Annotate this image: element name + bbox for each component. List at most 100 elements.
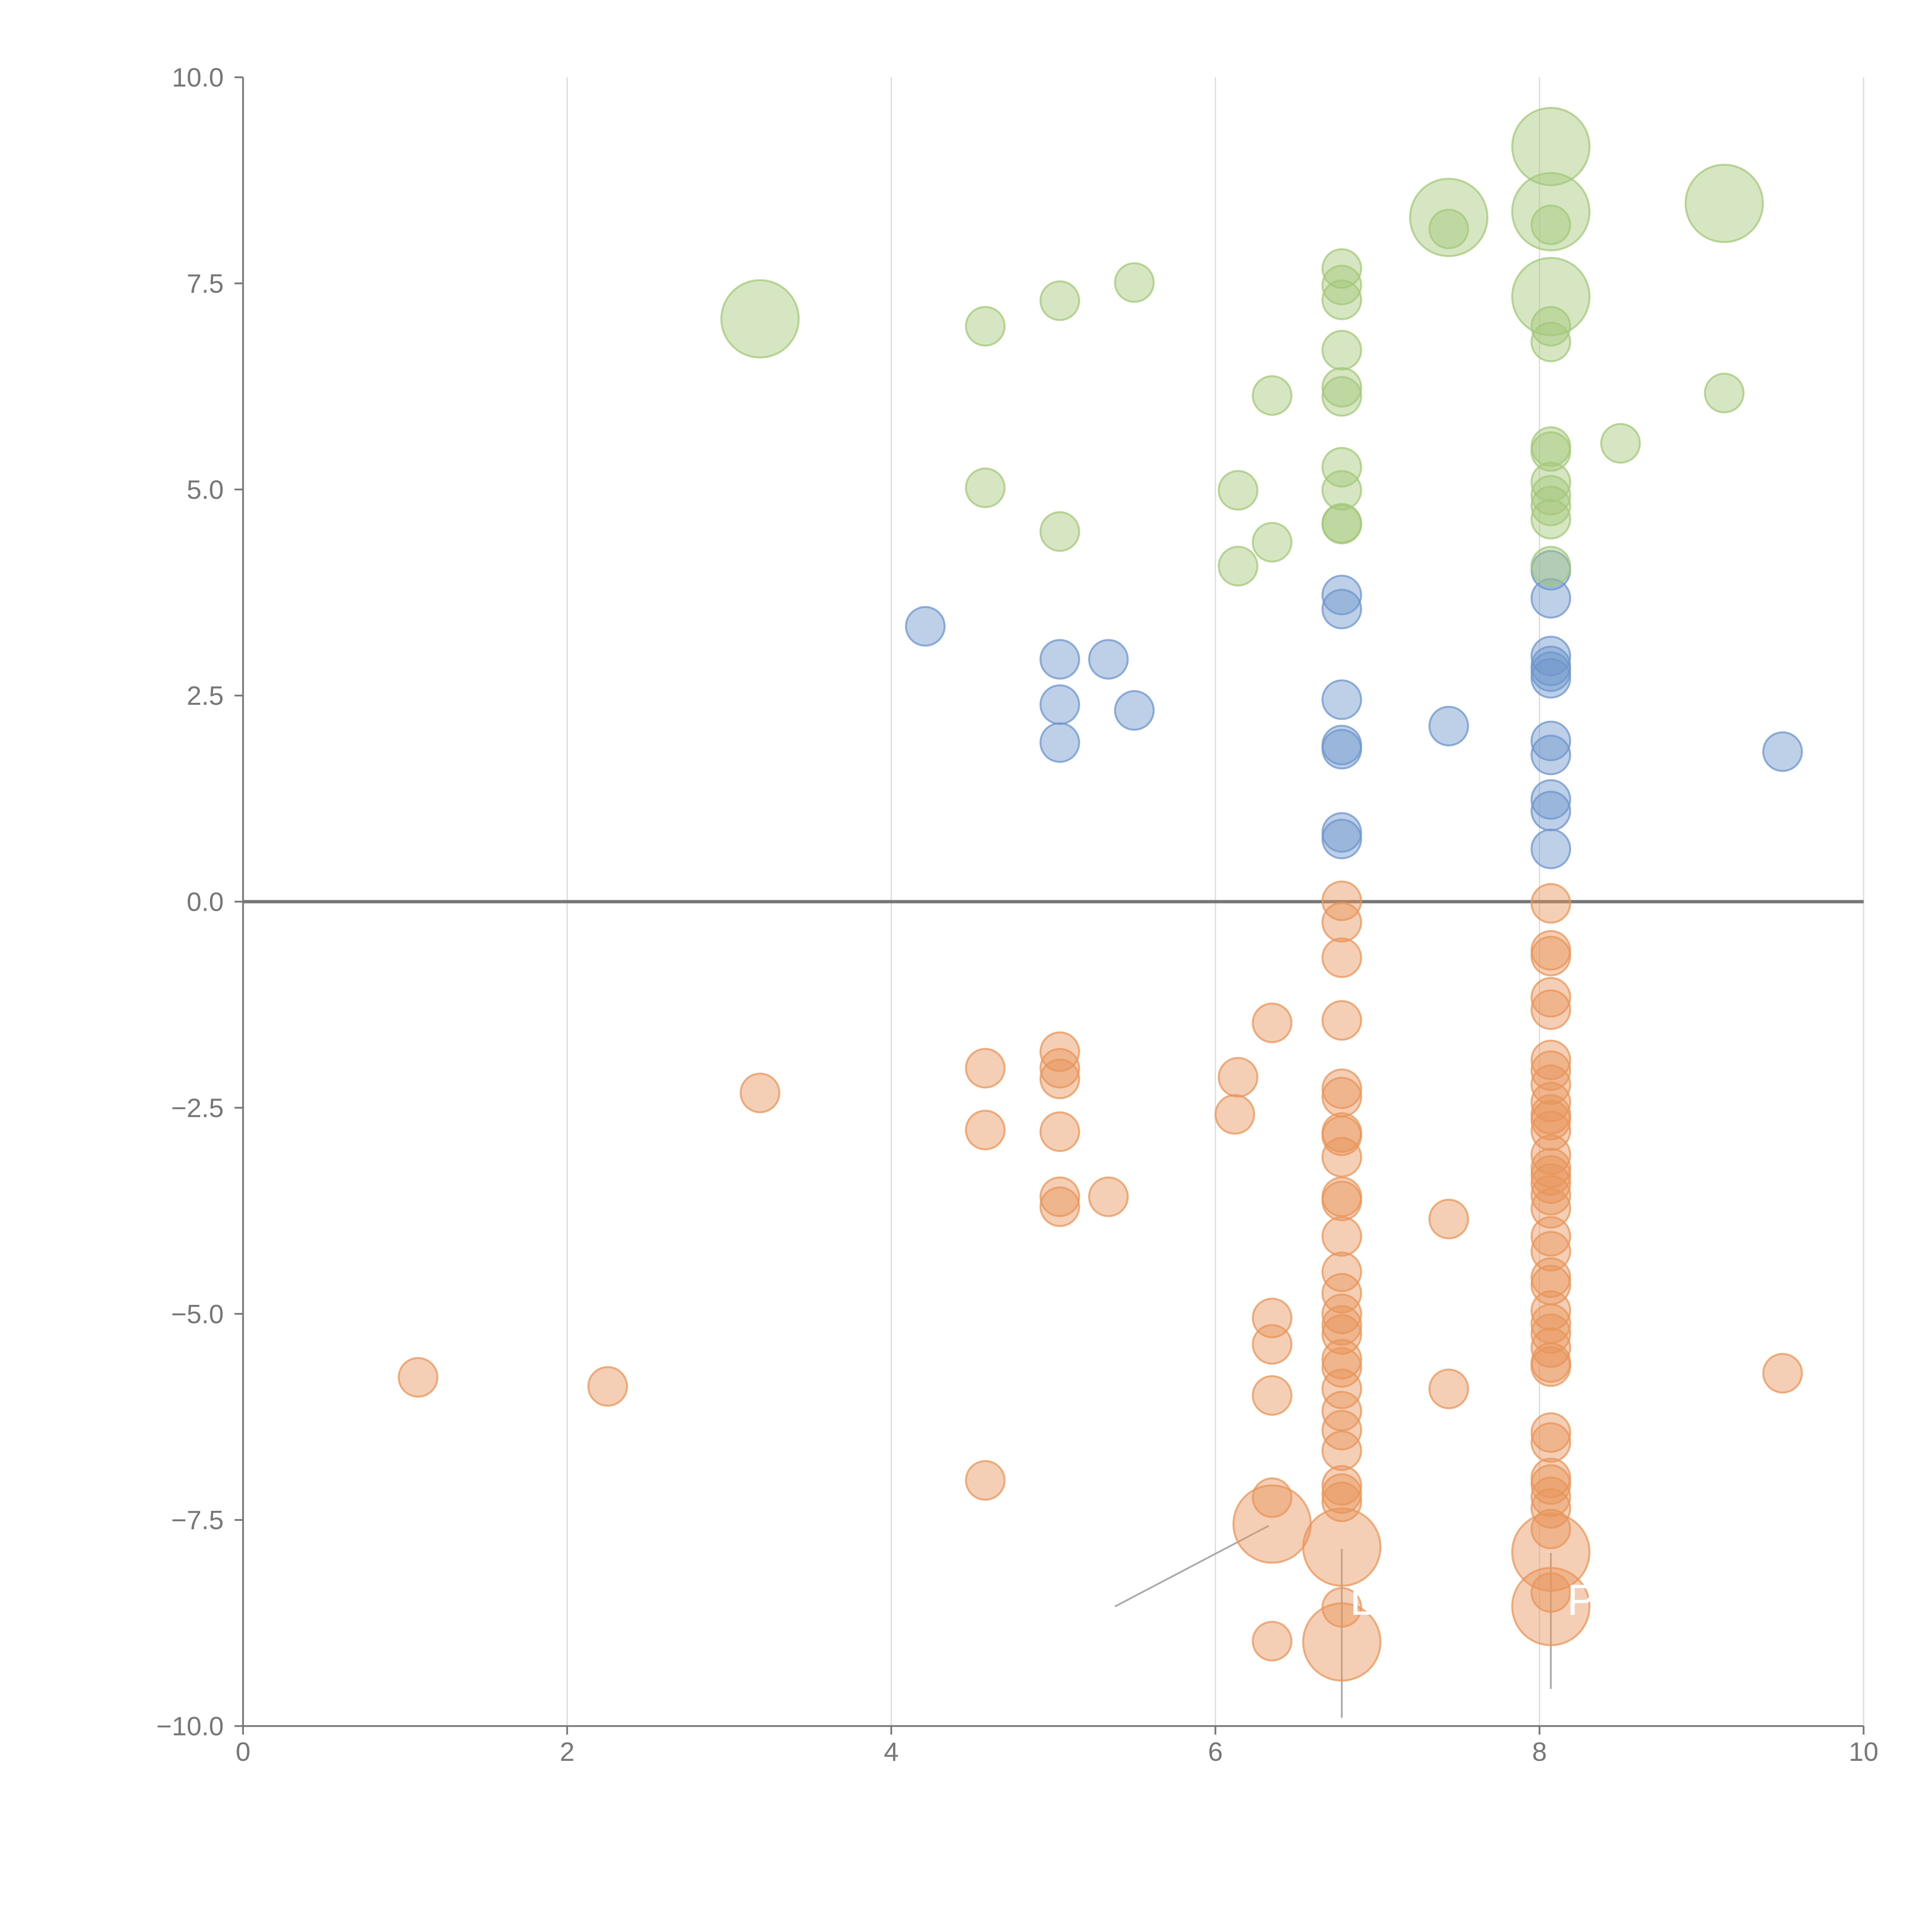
data-point [1218, 1057, 1259, 1098]
data-point [1321, 1115, 1362, 1156]
data-point [1531, 735, 1571, 776]
data-point [1531, 204, 1571, 245]
data-point [1684, 163, 1764, 243]
data-point [1511, 1512, 1591, 1592]
data-point [1252, 375, 1293, 416]
data-point [1039, 1176, 1080, 1217]
y-tick-label: 10.0 [172, 63, 224, 92]
leader-line [1114, 1525, 1269, 1607]
data-point [1531, 977, 1571, 1018]
data-point [1428, 1199, 1469, 1240]
data-point [1531, 1082, 1571, 1122]
data-point [1531, 658, 1571, 699]
y-tick-label: −2.5 [171, 1093, 224, 1123]
data-point [965, 306, 1006, 347]
data-point [1531, 1290, 1571, 1331]
data-point [1321, 1305, 1362, 1346]
data-point [1321, 1180, 1362, 1221]
data-point [1039, 1058, 1080, 1099]
data-point [1252, 1621, 1293, 1662]
data-point [1039, 1186, 1080, 1227]
annotation-leaders [1114, 1525, 1552, 1718]
bubble-points [398, 107, 1803, 1682]
data-point [1321, 1430, 1362, 1471]
data-point [1531, 499, 1571, 540]
data-point [1321, 248, 1362, 289]
data-point [1218, 470, 1259, 511]
data-point [1409, 178, 1488, 257]
x-tick-label: 4 [884, 1737, 898, 1767]
data-point [1531, 779, 1571, 820]
data-point [1039, 722, 1080, 763]
data-point [1321, 279, 1362, 320]
x-tick-label: 2 [560, 1737, 575, 1767]
x-tick-label: 8 [1532, 1737, 1547, 1767]
data-point [1531, 462, 1571, 503]
data-point [1321, 1465, 1362, 1506]
data-point [1321, 1339, 1362, 1380]
data-point [965, 1048, 1006, 1088]
x-tick-label: 0 [236, 1737, 250, 1767]
data-point [1321, 1077, 1362, 1117]
y-tick-label: −5.0 [171, 1299, 224, 1329]
data-point [1039, 639, 1080, 680]
data-point [1704, 372, 1745, 413]
data-point [1428, 1368, 1469, 1409]
data-point [398, 1357, 439, 1398]
data-point [1428, 209, 1469, 250]
data-point [1531, 1134, 1571, 1175]
data-point [1302, 1507, 1382, 1587]
data-point [1039, 280, 1080, 321]
y-tick-label: 2.5 [187, 681, 224, 711]
data-point [1321, 503, 1362, 544]
series-blue [905, 550, 1803, 869]
data-point [1511, 1567, 1591, 1646]
data-point [1252, 1002, 1293, 1043]
data-point [1321, 1068, 1362, 1109]
data-point [1321, 1481, 1362, 1522]
data-point [1531, 1050, 1571, 1091]
data-point [740, 1072, 781, 1113]
data-point [1321, 376, 1362, 417]
data-point [1321, 902, 1362, 943]
data-point [1531, 1488, 1571, 1529]
data-point [1321, 1587, 1362, 1628]
data-point [1531, 1064, 1571, 1105]
data-point [1321, 880, 1362, 921]
data-point [965, 1460, 1006, 1501]
data-point [1531, 1464, 1571, 1505]
data-point [1114, 262, 1155, 303]
data-point [1531, 1216, 1571, 1257]
x-tick-label: 10 [1849, 1737, 1879, 1767]
x-tick-label: 6 [1208, 1737, 1223, 1767]
data-point [1321, 679, 1362, 720]
data-point [1531, 1100, 1571, 1141]
data-point [1321, 588, 1362, 629]
data-point [1039, 511, 1080, 552]
data-point [1531, 1422, 1571, 1463]
y-tick-label: −7.5 [171, 1505, 224, 1535]
data-point [905, 606, 946, 647]
data-point [1511, 107, 1591, 186]
data-point [720, 279, 800, 359]
data-point [1321, 1137, 1362, 1178]
y-tick-label: 7.5 [187, 269, 224, 298]
data-point [1531, 485, 1571, 526]
annotation-label: P [1567, 1576, 1596, 1624]
data-point [1039, 1111, 1080, 1152]
data-point [1321, 1347, 1362, 1388]
data-point [1531, 791, 1571, 832]
data-point [1218, 546, 1259, 587]
data-point [1088, 639, 1129, 680]
data-point [1321, 265, 1362, 306]
data-point [1531, 431, 1571, 472]
data-point [1321, 729, 1362, 770]
data-point [1321, 1251, 1362, 1292]
data-point [1531, 1412, 1571, 1453]
y-tick-label: −10.0 [156, 1711, 224, 1741]
data-point [1321, 1293, 1362, 1334]
data-point [1531, 1175, 1571, 1216]
